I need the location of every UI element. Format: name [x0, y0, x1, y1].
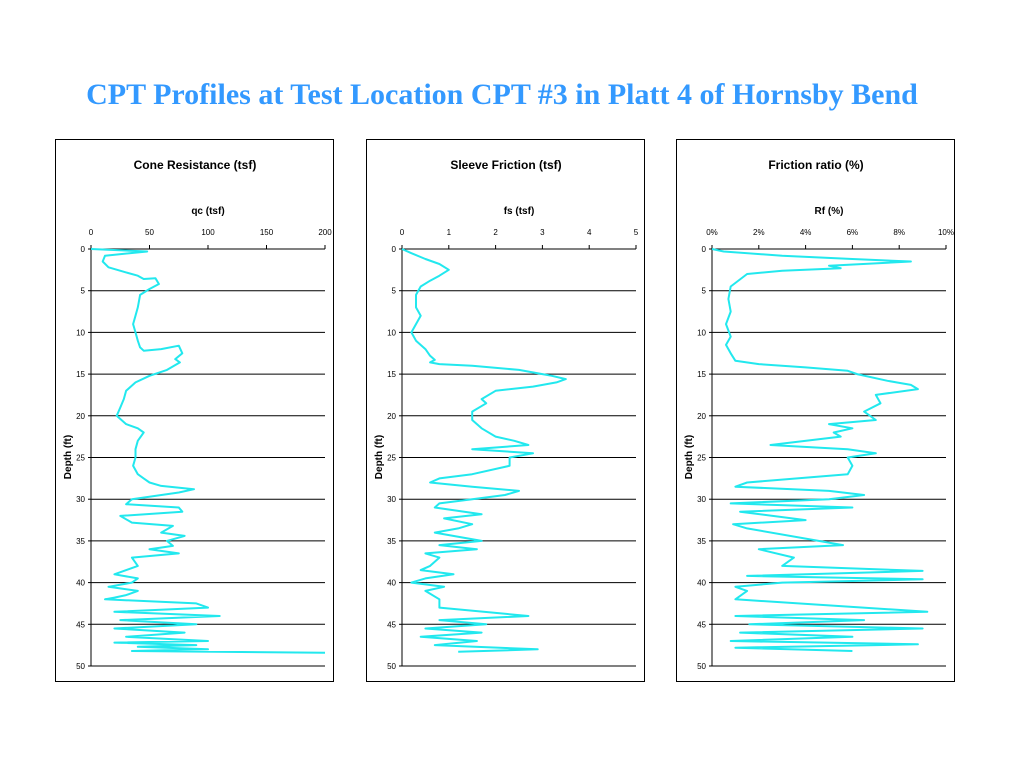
- x-tick-label: 1: [447, 228, 452, 237]
- y-axis-label: Depth (ft): [684, 435, 695, 479]
- y-tick-label: 30: [387, 495, 396, 504]
- y-tick-label: 40: [387, 579, 396, 588]
- y-axis-label: Depth (ft): [374, 435, 385, 479]
- y-tick-label: 15: [76, 370, 85, 379]
- chart-title: Cone Resistance (tsf): [134, 158, 257, 172]
- y-tick-label: 25: [387, 454, 396, 463]
- y-tick-label: 25: [697, 454, 706, 463]
- series-line: [401, 248, 567, 653]
- y-tick-label: 10: [387, 328, 396, 337]
- y-tick-label: 50: [387, 662, 396, 671]
- x-tick-label: 8%: [893, 228, 905, 237]
- y-tick-label: 45: [387, 620, 396, 629]
- chart-title: Friction ratio (%): [768, 158, 863, 172]
- x-tick-label: 0%: [706, 228, 718, 237]
- y-tick-label: 30: [76, 495, 85, 504]
- cone-resistance-chart: Cone Resistance (tsf)qc (tsf)0 50 100 150 20…: [63, 158, 332, 671]
- y-tick-label: 30: [697, 495, 706, 504]
- x-tick-label: 50: [145, 228, 154, 237]
- x-tick-label: 4: [587, 228, 592, 237]
- y-tick-label: 45: [76, 620, 85, 629]
- friction-ratio-panel: Friction ratio (%) Rf (%) 0% 2% 4% 6% 8% 10% 0 5 1…: [676, 139, 955, 682]
- x-tick-label: 0: [400, 228, 405, 237]
- x-tick-label: 10%: [938, 228, 954, 237]
- y-tick-label: 25: [76, 454, 85, 463]
- y-tick-label: 40: [697, 579, 706, 588]
- y-tick-label: 50: [697, 662, 706, 671]
- series-line: [711, 248, 929, 652]
- series-line: [90, 248, 326, 654]
- x-axis-label: fs (tsf): [504, 206, 535, 217]
- x-tick-label: 3: [540, 228, 545, 237]
- y-tick-label: 0: [702, 245, 707, 254]
- y-tick-label: 10: [697, 328, 706, 337]
- y-tick-label: 20: [76, 412, 85, 421]
- sleeve-friction-chart: Sleeve Friction (tsf)fs (tsf)0 1 2 3 4 505101…: [374, 158, 639, 671]
- y-tick-label: 20: [387, 412, 396, 421]
- x-tick-label: 5: [634, 228, 639, 237]
- y-tick-label: 35: [697, 537, 706, 546]
- x-axis-label: qc (tsf): [191, 206, 224, 217]
- y-tick-label: 15: [697, 370, 706, 379]
- chart-title: Sleeve Friction (tsf): [450, 158, 561, 172]
- y-tick-label: 20: [697, 412, 706, 421]
- y-tick-label: 50: [76, 662, 85, 671]
- y-tick-label: 0: [392, 245, 397, 254]
- y-tick-label: 40: [76, 579, 85, 588]
- x-tick-label: 2%: [753, 228, 765, 237]
- x-tick-label: 200: [318, 228, 332, 237]
- y-tick-label: 10: [76, 328, 85, 337]
- x-tick-label: 100: [201, 228, 215, 237]
- y-tick-label: 35: [76, 537, 85, 546]
- y-tick-label: 5: [392, 287, 397, 296]
- x-tick-label: 150: [260, 228, 274, 237]
- y-tick-label: 5: [702, 287, 707, 296]
- friction-ratio-chart: Friction ratio (%) Rf (%) 0% 2% 4% 6% 8% 10% 0 5 1…: [684, 158, 954, 671]
- x-tick-label: 4%: [800, 228, 812, 237]
- x-tick-label: 2: [493, 228, 498, 237]
- x-axis-label: Rf (%): [815, 206, 844, 217]
- slide-title: CPT Profiles at Test Location CPT #3 in …: [86, 78, 918, 111]
- y-tick-label: 15: [387, 370, 396, 379]
- y-tick-label: 35: [387, 537, 396, 546]
- sleeve-friction-panel: Sleeve Friction (tsf) fs (tsf) 0 1 2 3 4 5 0 5 10 1…: [366, 139, 645, 682]
- x-tick-label: 0: [89, 228, 94, 237]
- y-tick-label: 5: [81, 287, 86, 296]
- cone-resistance-panel: Cone Resistance (tsf) qc (tsf) 0 50 100 150 20…: [55, 139, 334, 682]
- x-tick-label: 6%: [847, 228, 859, 237]
- y-tick-label: 0: [81, 245, 86, 254]
- y-tick-label: 45: [697, 620, 706, 629]
- y-axis-label: Depth (ft): [63, 435, 74, 479]
